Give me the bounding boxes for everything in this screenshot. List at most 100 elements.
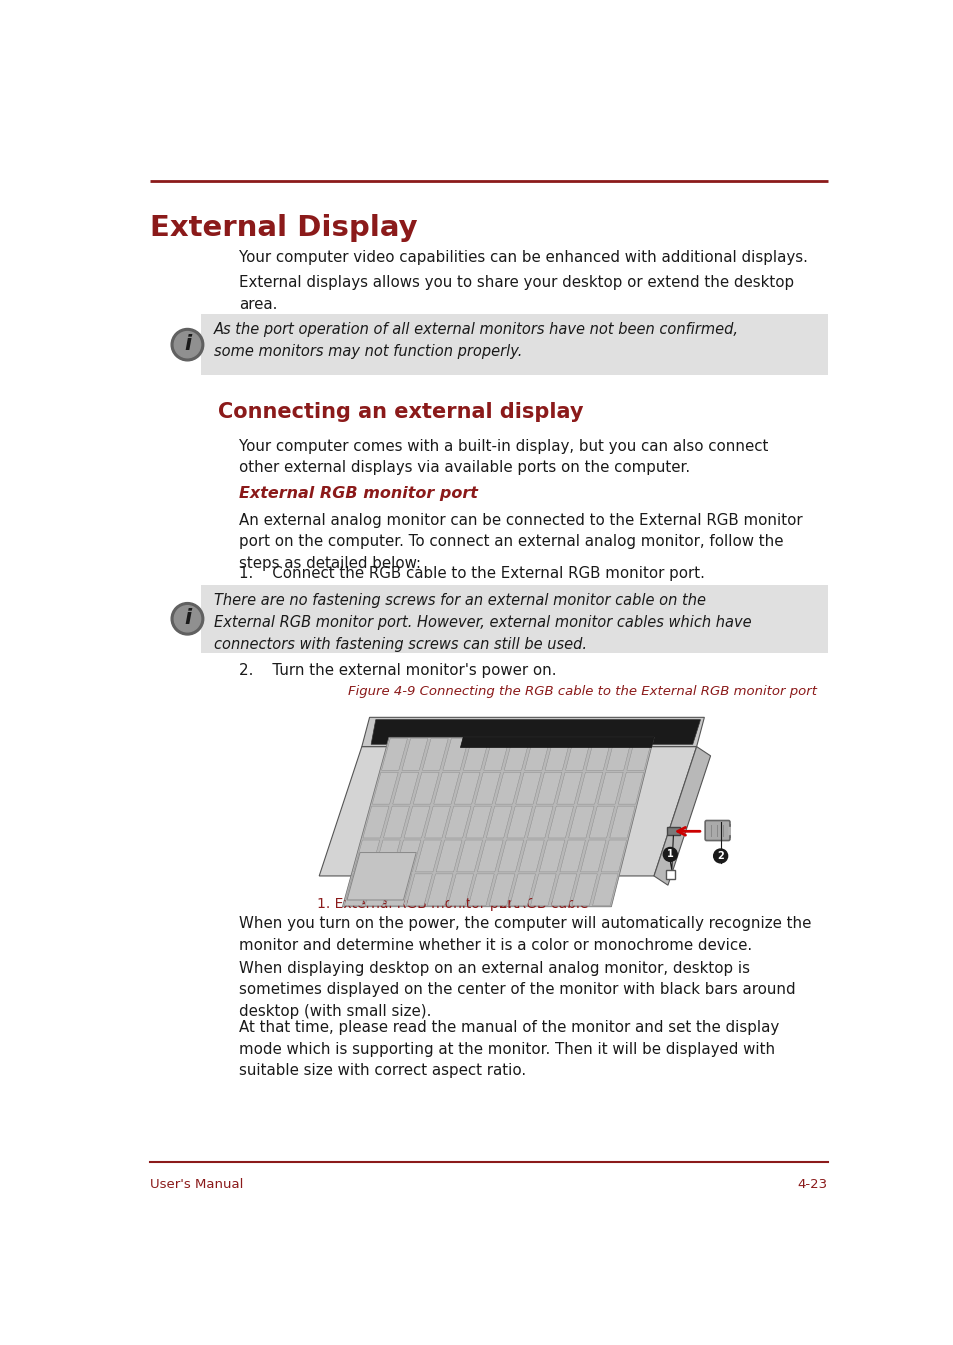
Text: 2. RGB cable: 2. RGB cable <box>498 897 588 911</box>
Polygon shape <box>385 874 412 905</box>
Polygon shape <box>609 806 635 838</box>
Text: 4-23: 4-23 <box>797 1178 827 1190</box>
Text: Your computer video capabilities can be enhanced with additional displays.: Your computer video capabilities can be … <box>239 250 807 265</box>
Text: External Display: External Display <box>150 214 417 242</box>
Text: 1.    Connect the RGB cable to the External RGB monitor port.: 1. Connect the RGB cable to the External… <box>239 566 704 581</box>
Polygon shape <box>454 772 479 804</box>
Polygon shape <box>460 737 654 748</box>
Polygon shape <box>527 806 553 838</box>
Polygon shape <box>445 806 471 838</box>
Polygon shape <box>559 841 585 872</box>
Text: i: i <box>184 608 191 628</box>
Polygon shape <box>365 874 391 905</box>
Polygon shape <box>342 737 654 907</box>
Circle shape <box>174 605 200 632</box>
Polygon shape <box>361 717 703 746</box>
Polygon shape <box>495 772 520 804</box>
Text: External displays allows you to share your desktop or extend the desktop
area.: External displays allows you to share yo… <box>239 276 794 312</box>
Polygon shape <box>600 841 626 872</box>
Circle shape <box>174 332 200 358</box>
Text: When you turn on the power, the computer will automatically recognize the
monito: When you turn on the power, the computer… <box>239 916 811 952</box>
Polygon shape <box>372 772 397 804</box>
Polygon shape <box>465 806 491 838</box>
Polygon shape <box>374 841 400 872</box>
Polygon shape <box>381 738 407 771</box>
Polygon shape <box>434 772 459 804</box>
Polygon shape <box>530 874 556 905</box>
Polygon shape <box>463 738 489 771</box>
Text: When displaying desktop on an external analog monitor, desktop is
sometimes disp: When displaying desktop on an external a… <box>239 960 795 1020</box>
Text: There are no fastening screws for an external monitor cable on the
External RGB : There are no fastening screws for an ext… <box>213 593 751 652</box>
Polygon shape <box>416 841 441 872</box>
Polygon shape <box>516 772 540 804</box>
Polygon shape <box>536 772 561 804</box>
Text: i: i <box>184 334 191 354</box>
Text: External RGB monitor port: External RGB monitor port <box>239 487 477 502</box>
Text: At that time, please read the manual of the monitor and set the display
mode whi: At that time, please read the manual of … <box>239 1020 779 1079</box>
Polygon shape <box>544 738 570 771</box>
Polygon shape <box>442 738 468 771</box>
FancyBboxPatch shape <box>704 820 729 841</box>
Polygon shape <box>383 806 409 838</box>
Polygon shape <box>436 841 461 872</box>
Circle shape <box>713 849 727 863</box>
Text: 1. External RGB monitor port: 1. External RGB monitor port <box>316 897 517 911</box>
Text: 2: 2 <box>717 851 723 861</box>
Polygon shape <box>447 874 473 905</box>
Polygon shape <box>347 853 416 900</box>
Polygon shape <box>565 738 590 771</box>
Text: User's Manual: User's Manual <box>150 1178 243 1190</box>
Text: 2.    Turn the external monitor's power on.: 2. Turn the external monitor's power on. <box>239 663 557 678</box>
Polygon shape <box>476 841 502 872</box>
Polygon shape <box>504 738 529 771</box>
Polygon shape <box>475 772 500 804</box>
Polygon shape <box>362 806 389 838</box>
Polygon shape <box>618 772 643 804</box>
Polygon shape <box>626 738 652 771</box>
Circle shape <box>171 328 204 360</box>
Polygon shape <box>406 874 432 905</box>
Polygon shape <box>606 738 631 771</box>
Polygon shape <box>571 874 597 905</box>
Polygon shape <box>424 806 450 838</box>
Polygon shape <box>654 746 710 885</box>
Polygon shape <box>483 738 509 771</box>
FancyBboxPatch shape <box>200 313 827 375</box>
Text: Figure 4-9 Connecting the RGB cable to the External RGB monitor port: Figure 4-9 Connecting the RGB cable to t… <box>348 685 816 698</box>
Polygon shape <box>401 738 427 771</box>
Polygon shape <box>592 874 618 905</box>
Polygon shape <box>404 806 430 838</box>
Polygon shape <box>506 806 532 838</box>
Polygon shape <box>468 874 494 905</box>
Polygon shape <box>497 841 523 872</box>
Polygon shape <box>395 841 420 872</box>
Text: Your computer comes with a built-in display, but you can also connect
other exte: Your computer comes with a built-in disp… <box>239 438 768 475</box>
Polygon shape <box>371 720 700 744</box>
Text: Connecting an external display: Connecting an external display <box>218 402 583 421</box>
Polygon shape <box>413 772 438 804</box>
Polygon shape <box>524 738 550 771</box>
Polygon shape <box>489 874 515 905</box>
Polygon shape <box>486 806 512 838</box>
Polygon shape <box>518 841 544 872</box>
Polygon shape <box>589 806 614 838</box>
Polygon shape <box>422 738 448 771</box>
FancyBboxPatch shape <box>200 585 827 652</box>
Polygon shape <box>354 841 379 872</box>
Polygon shape <box>319 746 696 876</box>
Polygon shape <box>577 772 602 804</box>
Polygon shape <box>393 772 418 804</box>
Polygon shape <box>580 841 605 872</box>
Circle shape <box>171 603 204 635</box>
Polygon shape <box>598 772 622 804</box>
Polygon shape <box>344 874 370 905</box>
Circle shape <box>662 847 677 861</box>
FancyBboxPatch shape <box>665 870 674 880</box>
Polygon shape <box>557 772 581 804</box>
Polygon shape <box>456 841 482 872</box>
Polygon shape <box>585 738 611 771</box>
Polygon shape <box>568 806 594 838</box>
Text: As the port operation of all external monitors have not been confirmed,
some mon: As the port operation of all external mo… <box>213 321 738 359</box>
Polygon shape <box>427 874 453 905</box>
Polygon shape <box>551 874 577 905</box>
